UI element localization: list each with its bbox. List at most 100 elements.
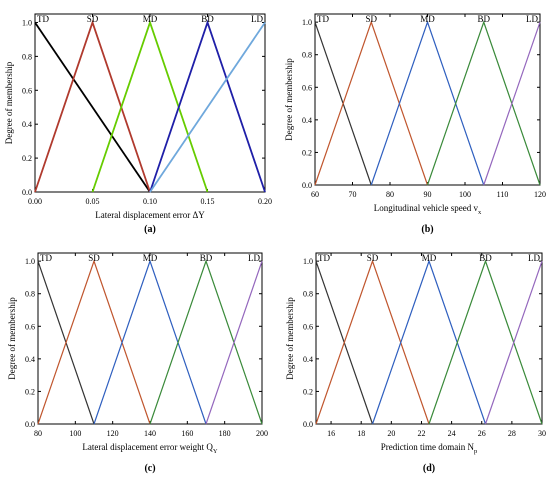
series-line-md [370,20,485,186]
series-label-td: TD [40,253,52,263]
series-line-ld [483,21,541,186]
y-tick-label: 1.0 [302,18,312,27]
x-tick-label: 22 [417,429,425,438]
y-tick-label: 0.2 [302,148,312,157]
y-tick-label: 0.0 [303,420,313,429]
series-line-sd [34,19,151,193]
series-line-md [93,259,207,425]
x-tick-label: 0.00 [28,197,42,206]
x-tick-label: 90 [424,190,432,199]
y-tick-label: 0.8 [302,51,312,60]
x-tick-label: 0.20 [258,197,272,206]
x-tick-label: 110 [497,190,509,199]
series-line-bd [149,259,263,425]
series-label-md: MD [422,253,437,263]
y-tick-label: 0.4 [25,355,35,364]
y-tick-label: 0.2 [303,387,313,396]
y-tick-label: 0.6 [25,322,35,331]
series-label-sd: SD [365,14,377,24]
plot-frame [314,13,541,186]
x-tick-label: 18 [357,429,365,438]
series-line-td [34,21,151,193]
y-tick-label: 1.0 [22,18,32,27]
series-line-ld [149,21,266,193]
y-axis-title: Degree of membership [4,61,14,144]
x-tick-label: 100 [459,190,471,199]
x-tick-label: 30 [538,429,546,438]
y-tick-label: 0.2 [25,387,35,396]
y-tick-label: 0.8 [25,290,35,299]
series-line-bd [149,19,266,193]
x-tick-label: 0.05 [86,197,100,206]
y-tick-label: 0.2 [22,154,32,163]
series-label-td: TD [37,14,49,24]
series-label-ld: LD [251,14,263,24]
y-tick-label: 0.8 [22,52,32,61]
y-tick-label: 0.0 [25,420,35,429]
chart-panel-1: 0.00 0.05 0.10 0.15 0.20 0.0 0.2 0.4 0.6 0.8 1.0 TD… [4,13,272,235]
x-axis-title: Lateral displacement error ΔY [95,210,205,220]
x-tick-label: 28 [508,429,516,438]
plot-frame [37,252,263,425]
series-label-bd: BD [201,14,214,24]
x-tick-label: 120 [534,190,546,199]
series-label-bd: BD [479,253,492,263]
x-tick-label: 200 [256,429,268,438]
panel-label: (d) [423,463,435,474]
series-line-bd [426,20,541,186]
x-axis-title: Longitudinal vehicle speed vx [374,203,482,216]
x-tick-label: 0.15 [201,197,215,206]
series-line-sd [315,259,430,425]
series-label-md: MD [143,14,158,24]
series-line-bd [428,259,543,425]
y-axis-title: Degree of membership [284,58,294,141]
x-tick-label: 80 [386,190,394,199]
y-tick-label: 1.0 [25,257,35,266]
series-label-td: TD [318,253,330,263]
series-line-sd [37,259,151,425]
x-tick-label: 26 [478,429,486,438]
series-label-md: MD [420,14,435,24]
x-tick-label: 80 [34,429,42,438]
x-tick-label: 60 [311,190,319,199]
series-line-md [91,19,209,193]
series-label-bd: BD [200,253,213,263]
chart-panel-4: 16 18 20 22 24 26 28 30 0.0 0.2 0.4 0.6 0.8 1.0 TD SD MD… [285,252,546,474]
x-tick-label: 20 [387,429,395,438]
series-label-ld: LD [528,253,540,263]
x-axis-title: Lateral displacement error weight QY [82,442,217,455]
panel-label: (c) [144,463,155,474]
series-label-td: TD [317,14,329,24]
series-label-md: MD [143,253,158,263]
y-tick-label: 0.4 [302,116,312,125]
y-tick-label: 0.6 [22,86,32,95]
plot-frame [315,252,543,425]
y-tick-label: 0.6 [302,83,312,92]
y-tick-label: 0.0 [22,188,32,197]
x-tick-label: 24 [448,429,456,438]
y-axis-title: Degree of membership [285,297,295,380]
panel-label: (b) [421,224,433,235]
x-tick-label: 0.10 [143,197,157,206]
series-line-ld [205,260,263,425]
x-tick-label: 160 [181,429,193,438]
series-line-ld [484,260,543,425]
x-axis-title: Prediction time domain Np [381,442,477,455]
y-tick-label: 0.0 [302,181,312,190]
y-tick-label: 1.0 [303,257,313,266]
series-label-ld: LD [526,14,538,24]
series-line-md [371,259,487,425]
panel-label: (a) [144,224,156,235]
x-tick-label: 180 [219,429,231,438]
x-tick-label: 100 [69,429,81,438]
x-tick-label: 120 [107,429,119,438]
series-line-sd [314,20,429,186]
x-tick-label: 140 [144,429,156,438]
series-label-sd: SD [87,14,99,24]
y-axis-title: Degree of membership [7,297,17,380]
x-tick-label: 16 [327,429,335,438]
plot-frame [34,13,266,193]
series-label-bd: BD [477,14,490,24]
y-tick-label: 0.4 [22,120,32,129]
